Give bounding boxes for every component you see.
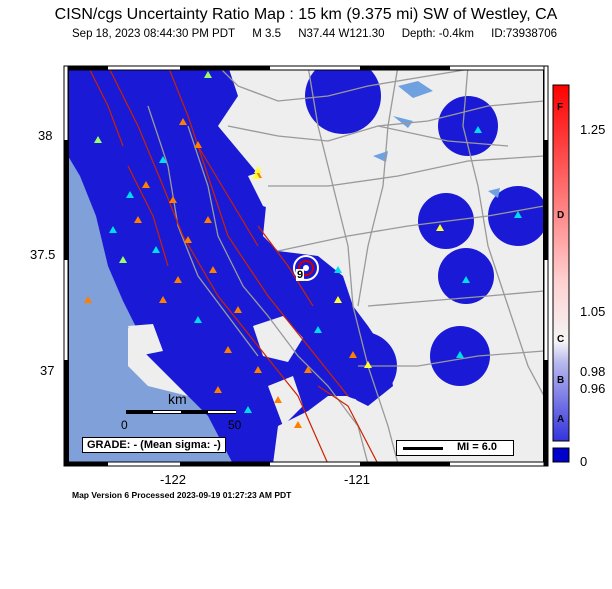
- epicenter-label: 9: [296, 269, 305, 281]
- colorbar-value: 0.98: [580, 364, 606, 379]
- uncertainty-map[interactable]: 9 km 0 50 GRADE: - (Mean sigma: -) MI = …: [68, 66, 544, 464]
- grade-letter: B: [557, 375, 565, 386]
- event-location: N37.44 W121.30: [298, 28, 385, 40]
- map-version-footer: Map Version 6 Processed 2023-09-19 01:27…: [72, 490, 292, 500]
- scale-bar: [126, 410, 236, 414]
- low-uncertainty-patch: [268, 376, 303, 426]
- lon-tick-label: -121: [344, 472, 371, 487]
- reservoir: [488, 188, 500, 198]
- reservoir: [398, 81, 433, 98]
- colorbar-value: 0: [580, 454, 588, 469]
- lon-tick-label: -122: [160, 472, 187, 487]
- low-uncertainty-patch: [253, 316, 303, 362]
- reservoir: [393, 116, 413, 128]
- grade-letter: F: [557, 102, 564, 113]
- epicenter-marker: [293, 255, 319, 281]
- event-subtitle: Sep 18, 2023 08:44:30 PM PDT M 3.5 N37.4…: [72, 28, 571, 40]
- uncertainty-region-west: [68, 66, 393, 464]
- colorbar: [552, 84, 570, 463]
- ocean-area: [68, 66, 243, 464]
- grade-letter: C: [557, 334, 565, 345]
- grade-box: GRADE: - (Mean sigma: -): [82, 437, 226, 453]
- scale-bar-tick: 50: [228, 418, 242, 432]
- colorbar-value: 1.25: [580, 122, 606, 137]
- scale-bar-tick: 0: [121, 418, 128, 432]
- event-id: ID:73938706: [491, 28, 558, 40]
- event-depth: Depth: -0.4km: [401, 28, 474, 40]
- low-uncertainty-patch: [323, 396, 368, 441]
- map-title: CISN/cgs Uncertainty Ratio Map : 15 km (…: [54, 6, 558, 23]
- mi-legend: MI = 6.0: [396, 440, 514, 456]
- grade-letter: A: [557, 414, 565, 425]
- scale-bar-unit: km: [168, 391, 187, 407]
- grade-letter: D: [557, 210, 565, 221]
- map-canvas: [68, 66, 544, 464]
- low-uncertainty-patch: [248, 166, 300, 216]
- station-circle: [305, 66, 381, 134]
- lat-tick-label: 37.5: [30, 247, 56, 262]
- mi-legend-line: [403, 447, 443, 450]
- event-magnitude: M 3.5: [252, 28, 281, 40]
- roads: [147, 66, 544, 464]
- colorbar-value: 0.96: [580, 381, 606, 396]
- colorbar-value: 1.05: [580, 304, 606, 319]
- reservoir: [373, 151, 388, 162]
- low-uncertainty-patch: [128, 324, 163, 356]
- seismic-stations: [84, 71, 522, 428]
- faults: [87, 66, 379, 464]
- mi-legend-text: MI = 6.0: [457, 441, 498, 453]
- event-datetime: Sep 18, 2023 08:44:30 PM PDT: [72, 28, 236, 40]
- lat-tick-label: 37: [40, 363, 55, 378]
- lat-tick-label: 38: [38, 128, 53, 143]
- frame-ticks: [63, 65, 549, 467]
